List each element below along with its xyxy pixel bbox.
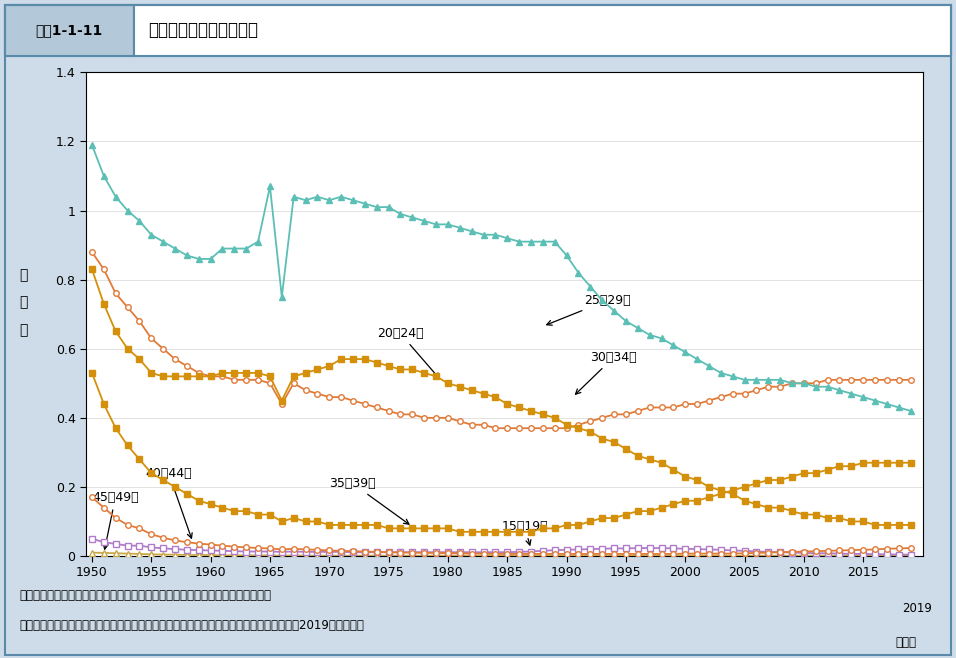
Text: 母の年齢別出生率の推移: 母の年齢別出生率の推移 <box>148 21 258 39</box>
Text: 20～24歳: 20～24歳 <box>377 326 439 378</box>
Text: 資料：厚生労働省政策統括官付参事官付人口動態・保健統計室「人口動態統計」: 資料：厚生労働省政策統括官付参事官付人口動態・保健統計室「人口動態統計」 <box>19 589 272 602</box>
Text: 25～29歳: 25～29歳 <box>547 294 631 325</box>
Bar <box>134 5 951 56</box>
Text: 35～39歳: 35～39歳 <box>329 477 409 524</box>
Text: 出
生
率: 出 生 率 <box>20 268 28 337</box>
Text: 45～49歳: 45～49歳 <box>92 492 139 549</box>
Text: 30～34歳: 30～34歳 <box>576 351 637 394</box>
Text: 40～44歳: 40～44歳 <box>145 467 192 538</box>
Text: 15～19歳: 15～19歳 <box>501 520 548 545</box>
Text: 2019: 2019 <box>902 602 931 615</box>
Text: （年）: （年） <box>896 636 917 649</box>
Text: （注）　母の各歳別出生率を足し上げたもので、各階級の合計が合計特殊出生率である。2019年は概数。: （注） 母の各歳別出生率を足し上げたもので、各階級の合計が合計特殊出生率である。… <box>19 619 364 632</box>
Text: 図表1-1-11: 図表1-1-11 <box>35 23 102 38</box>
Bar <box>5 5 134 56</box>
Bar <box>5 5 951 56</box>
